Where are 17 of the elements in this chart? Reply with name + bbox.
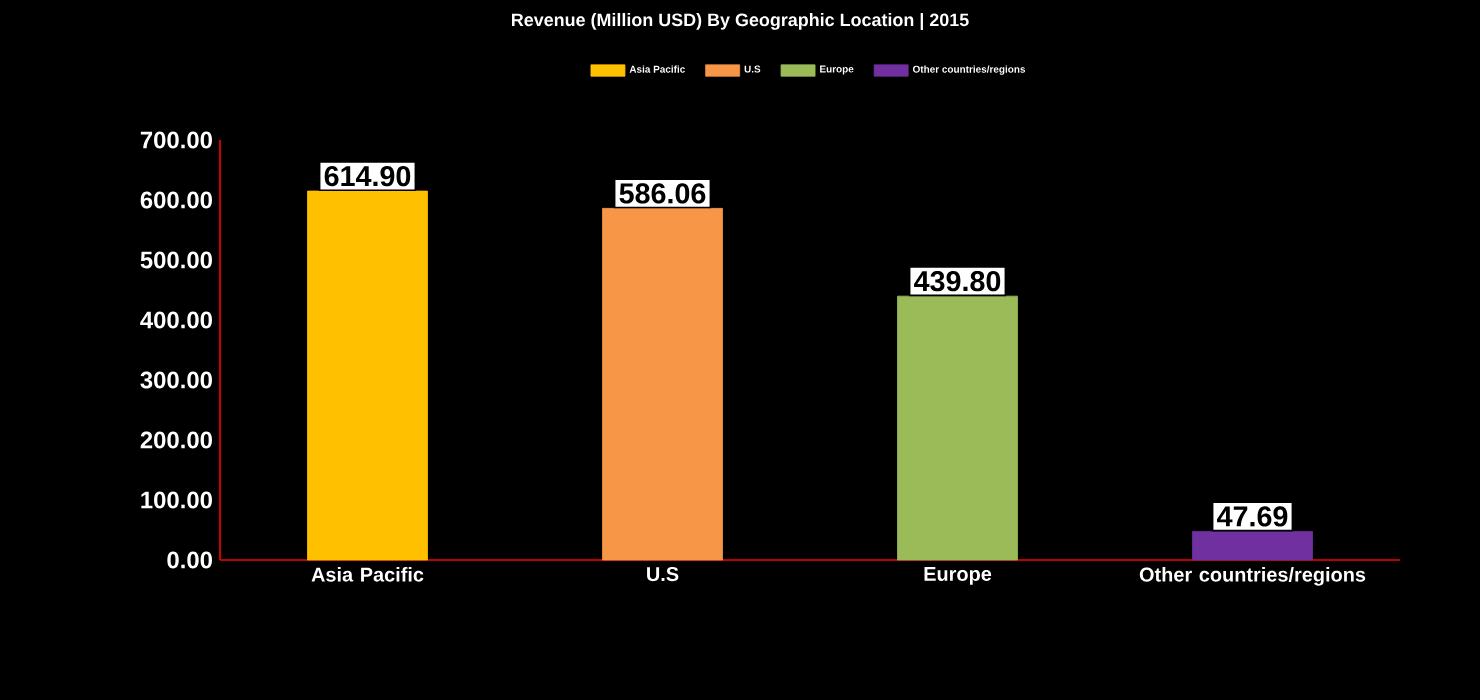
x-tick-label: Europe (924, 567, 992, 585)
chart-title: Revenue (Million USD) By Geographic Location | 2015 (511, 13, 969, 31)
data-label: 47.69 (1217, 506, 1288, 527)
y-tick-label: 500.00 (140, 251, 212, 269)
y-tick-label: 100.00 (141, 491, 212, 509)
data-label: 439.80 (914, 270, 1001, 292)
y-tick-label: 200.00 (140, 431, 212, 449)
y-tick-label: 300.00 (140, 371, 212, 389)
data-label: 586.06 (619, 183, 706, 204)
y-tick-label: 0.00 (167, 551, 212, 569)
data-label: 614.90 (324, 165, 411, 187)
x-tick-label: Other countries/regions (1139, 567, 1366, 586)
y-tick-label: 400.00 (140, 311, 212, 329)
y-tick-label: 700.00 (140, 131, 212, 149)
y-tick-label: 600.00 (140, 191, 212, 209)
x-tick-label: Asia Pacific (311, 567, 424, 582)
x-tick-label: U.S (647, 567, 679, 582)
